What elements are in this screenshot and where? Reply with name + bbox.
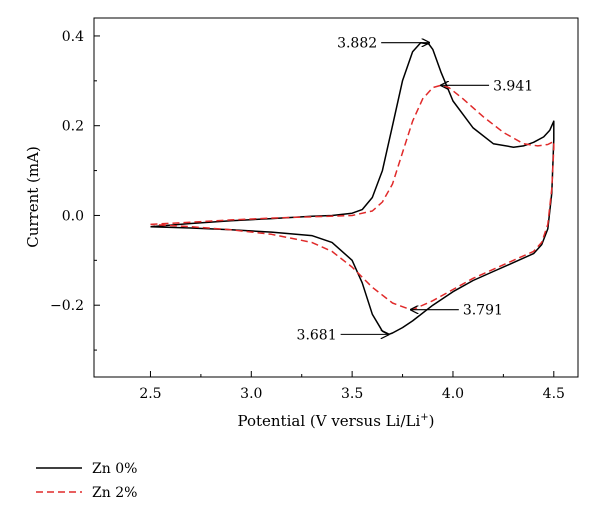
x-tick-label: 2.5 xyxy=(139,386,161,402)
x-tick-label: 4.5 xyxy=(543,386,565,402)
x-axis: 2.5 3.0 3.5 4.0 4.5 xyxy=(139,371,565,402)
x-axis-title: Potential (V versus Li/Li+) xyxy=(237,412,434,430)
x-axis-title-superscript: + xyxy=(420,412,428,423)
series-line-zn-2 xyxy=(150,84,555,311)
legend-label: Zn 2% xyxy=(92,485,137,501)
legend-label: Zn 0% xyxy=(92,461,137,477)
annotation-label: 3.791 xyxy=(463,303,503,319)
x-axis-title-end: ) xyxy=(429,412,435,430)
y-tick-label: 0.2 xyxy=(62,119,84,135)
y-tick-label: 0.4 xyxy=(62,29,84,45)
series-layer xyxy=(150,41,555,336)
series-line-zn-0 xyxy=(150,41,555,336)
plot-frame xyxy=(93,17,579,378)
x-tick-label: 3.5 xyxy=(341,386,363,402)
x-tick-label: 3.0 xyxy=(240,386,262,402)
annotation-label: 3.681 xyxy=(297,327,337,343)
x-axis-title-main: Potential (V versus Li/Li xyxy=(237,412,420,430)
y-axis: −0.2 0.0 0.2 0.4 xyxy=(50,29,100,351)
y-axis-title: Current (mA) xyxy=(24,146,42,248)
annotation-label: 3.941 xyxy=(493,78,533,94)
x-tick-label: 4.0 xyxy=(442,386,464,402)
y-tick-label: −0.2 xyxy=(50,298,84,314)
legend: Zn 0% Zn 2% xyxy=(36,461,137,501)
annotation-label: 3.882 xyxy=(337,36,377,52)
annotation-layer: 3.882 3.941 3.791 3.681 xyxy=(297,36,534,344)
y-tick-label: 0.0 xyxy=(62,208,84,224)
